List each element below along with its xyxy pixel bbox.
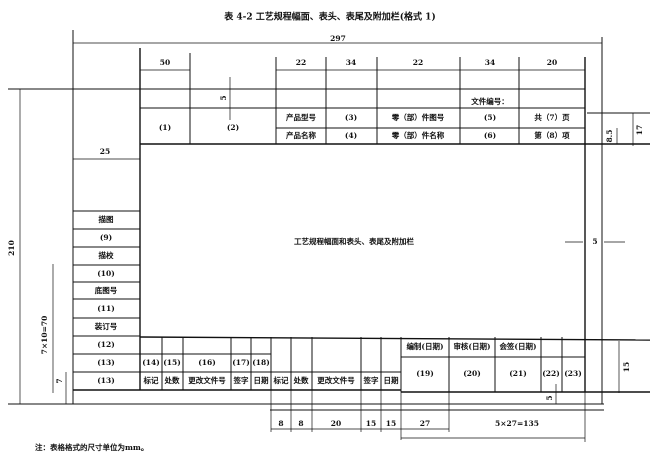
side-cell: (12) [97,340,115,349]
dim-footer-col: 8 [278,419,283,428]
footer-label: 签字 [363,375,379,385]
header-cell: (3) [345,113,357,122]
header-cell: 零（部）件图号 [391,112,445,122]
dim-col: 34 [346,58,356,67]
side-cell: (10) [97,269,115,278]
footer-label: 更改文件号 [317,375,355,385]
footer-table-lines [139,336,650,393]
footer-number: (17) [232,358,250,367]
sign-number: (22) [542,369,560,378]
sign-label: 编制(日期) [406,341,443,351]
side-cell: (13) [97,376,115,385]
side-cell: 底图号 [95,285,118,295]
dim-col: 22 [296,58,306,67]
dim-header-row: 8.5 [605,129,614,142]
side-cell: (13) [97,358,115,367]
dim-footer-gap: 5 [545,395,554,400]
dim-col: 22 [413,58,423,67]
dim-total-height: 210 [7,240,16,256]
sign-number: (21) [509,369,527,378]
header-cell: (5) [484,113,496,122]
dim-footer-col: 20 [331,419,341,428]
table-title: 表 4-2 工艺规程幅面、表头、表尾及附加栏(格式 1) [223,11,435,23]
header-cell: 产品型号 [286,112,316,122]
dim-footer-col: 8 [298,419,303,428]
side-cell: 装订号 [94,321,118,331]
dim-footer-height: 15 [622,362,631,372]
header-cell: (6) [484,131,496,140]
sign-number: (23) [564,369,582,378]
frame-lines [8,30,650,411]
dim-header-height: 17 [635,125,644,135]
dim-col: 50 [160,58,170,67]
dimension-lines [19,42,634,442]
footer-label: 更改文件号 [188,375,226,385]
footer-number: (14) [142,358,160,367]
dim-right-gap: 5 [592,237,597,246]
file-number-label: 文件编号： [471,96,509,106]
header-cell: 第（8）项 [534,130,570,140]
sign-label: 审核(日期) [453,341,490,351]
side-cell: 描图 [99,214,114,224]
dim-total-width: 297 [330,34,346,43]
header-cell-1: (1) [159,123,171,132]
header-cell: 产品名称 [286,130,316,140]
dim-col: 34 [485,58,495,67]
side-cell: (9) [100,233,112,242]
dim-footer-col: 15 [386,419,396,428]
dim-footer-sign: 5×27=135 [495,419,539,428]
side-cell: 描校 [99,250,114,260]
footer-label: 处数 [293,375,309,385]
sign-number: (20) [463,369,481,378]
header-cell-2: (2) [227,123,239,132]
dim-footer-col: 27 [420,419,430,428]
footer-label: 日期 [254,375,269,385]
footer-label: 标记 [143,375,159,385]
footer-label: 签字 [233,375,249,385]
header-cell: (4) [345,131,357,140]
dim-col: 20 [547,58,557,67]
sign-label: 会签(日期) [499,341,536,351]
footer-number: (16) [198,358,216,367]
footer-label: 处数 [164,375,180,385]
footer-number: (18) [252,358,270,367]
center-label: 工艺规程幅面和表头、表尾及附加栏 [294,236,414,246]
dim-header-gap: 5 [219,95,228,100]
footer-label: 日期 [384,375,399,385]
footer-number: (15) [163,358,181,367]
dim-left-column: 7×10=70 [40,316,49,355]
side-column [73,210,140,391]
footer-label: 标记 [273,375,289,385]
dim-left-row: 7 [55,378,64,383]
side-cell: (11) [97,304,115,313]
sign-number: (19) [416,369,434,378]
footnote: 注：表格格式的尺寸单位为mm。 [35,442,148,452]
header-cell: 共（7）页 [534,112,570,122]
dim-left-margin: 25 [100,147,110,156]
dim-footer-col: 15 [366,419,376,428]
header-cell: 零（部）件名称 [391,130,445,140]
